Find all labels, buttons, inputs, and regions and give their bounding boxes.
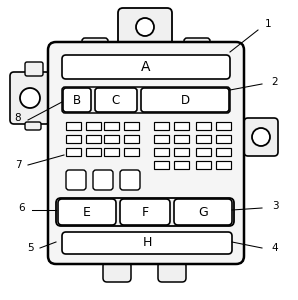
- Bar: [174, 135, 189, 143]
- Text: 7: 7: [15, 160, 21, 170]
- Bar: [86, 148, 101, 156]
- Text: G: G: [198, 206, 208, 218]
- Text: 2: 2: [272, 77, 278, 87]
- Bar: [216, 148, 231, 156]
- Bar: [104, 122, 119, 130]
- Text: B: B: [73, 94, 81, 106]
- Bar: [104, 148, 119, 156]
- Text: 5: 5: [27, 243, 33, 253]
- Text: A: A: [141, 60, 151, 74]
- FancyBboxPatch shape: [66, 170, 86, 190]
- Text: 3: 3: [272, 201, 278, 211]
- FancyBboxPatch shape: [120, 170, 140, 190]
- Bar: [154, 148, 169, 156]
- Text: 6: 6: [19, 203, 25, 213]
- Text: H: H: [142, 236, 152, 250]
- Text: 4: 4: [272, 243, 278, 253]
- Bar: [196, 161, 211, 169]
- FancyBboxPatch shape: [103, 262, 131, 282]
- FancyBboxPatch shape: [62, 87, 230, 113]
- Bar: [196, 122, 211, 130]
- Bar: [216, 135, 231, 143]
- Bar: [86, 122, 101, 130]
- Circle shape: [20, 88, 40, 108]
- FancyBboxPatch shape: [62, 232, 232, 254]
- FancyBboxPatch shape: [118, 8, 172, 46]
- Bar: [154, 122, 169, 130]
- Bar: [216, 122, 231, 130]
- Bar: [154, 135, 169, 143]
- FancyBboxPatch shape: [25, 62, 43, 76]
- FancyBboxPatch shape: [184, 38, 210, 50]
- FancyBboxPatch shape: [25, 122, 41, 130]
- Bar: [154, 161, 169, 169]
- Bar: [216, 161, 231, 169]
- Bar: [124, 148, 139, 156]
- FancyBboxPatch shape: [10, 72, 50, 124]
- FancyBboxPatch shape: [95, 88, 137, 112]
- Bar: [196, 148, 211, 156]
- FancyBboxPatch shape: [244, 118, 278, 156]
- Text: D: D: [180, 94, 190, 106]
- FancyBboxPatch shape: [120, 199, 170, 225]
- FancyBboxPatch shape: [56, 198, 234, 226]
- FancyBboxPatch shape: [48, 42, 244, 264]
- Bar: [174, 148, 189, 156]
- FancyBboxPatch shape: [62, 55, 230, 79]
- Bar: [124, 135, 139, 143]
- Text: C: C: [112, 94, 120, 106]
- Bar: [174, 161, 189, 169]
- Bar: [86, 135, 101, 143]
- Bar: [66, 135, 81, 143]
- Text: 1: 1: [265, 19, 271, 29]
- Bar: [196, 135, 211, 143]
- FancyBboxPatch shape: [82, 38, 108, 50]
- FancyBboxPatch shape: [63, 88, 91, 112]
- Bar: [124, 122, 139, 130]
- FancyBboxPatch shape: [58, 199, 116, 225]
- FancyBboxPatch shape: [141, 88, 229, 112]
- Circle shape: [252, 128, 270, 146]
- Text: 8: 8: [15, 113, 21, 123]
- FancyBboxPatch shape: [93, 170, 113, 190]
- FancyBboxPatch shape: [158, 262, 186, 282]
- Circle shape: [136, 18, 154, 36]
- Bar: [66, 148, 81, 156]
- Text: E: E: [83, 206, 91, 218]
- Bar: [104, 135, 119, 143]
- Text: F: F: [142, 206, 149, 218]
- Bar: [174, 122, 189, 130]
- Bar: [66, 122, 81, 130]
- FancyBboxPatch shape: [174, 199, 232, 225]
